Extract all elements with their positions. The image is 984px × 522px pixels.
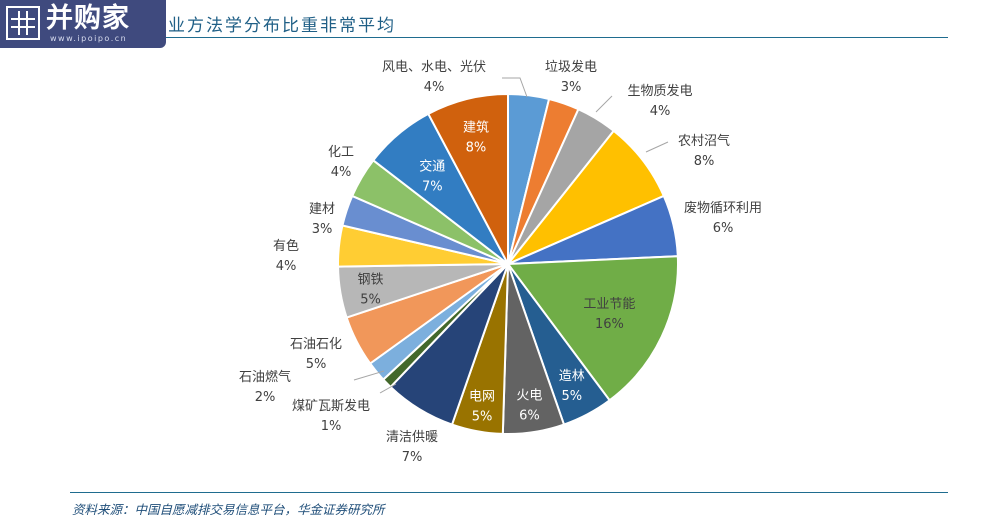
chart-grid-icon: [6, 6, 40, 40]
source-note: 资料来源：中国自愿减排交易信息平台，华金证券研究所: [72, 502, 385, 517]
slice-value-label: 4%: [331, 165, 352, 180]
slice-label: 工业节能: [583, 297, 635, 312]
slice-labels: 风电、水电、光伏 4% 垃圾发电 3% 生物质发电 4% 农村沼气 8% 废物循环利用 6% 工业节…: [239, 59, 762, 465]
leader-line: [595, 95, 613, 113]
slice-label: 煤矿瓦斯发电: [292, 398, 370, 414]
leader-lines: [353, 77, 669, 394]
slice-value-label: 5%: [561, 389, 582, 404]
slice-value-label: 5%: [360, 292, 381, 307]
slice-label: 火电: [516, 388, 542, 403]
slice-value-label: 5%: [472, 409, 493, 424]
source-divider: [70, 492, 948, 493]
title-divider: [166, 37, 948, 38]
brand-name: 并购家: [46, 3, 130, 34]
slice-label: 电网: [469, 389, 495, 404]
slice-value-label: 6%: [713, 221, 734, 236]
slice-value-label: 8%: [694, 154, 715, 169]
slice-label: 有色: [273, 238, 299, 254]
slice-value-label: 16%: [595, 317, 624, 332]
slice-value-label: 2%: [255, 390, 276, 405]
slice-label: 清洁供暖: [386, 430, 438, 445]
brand-url: www.ipoipo.cn: [50, 34, 128, 43]
slice-label: 垃圾发电: [545, 59, 597, 75]
pie-slices: [337, 92, 679, 435]
slice-value-label: 5%: [306, 357, 327, 372]
slice-value-label: 6%: [519, 408, 540, 423]
slice-label: 交通: [419, 158, 445, 174]
slice-label: 造林: [559, 369, 585, 384]
pie-chart: 风电、水电、光伏 4% 垃圾发电 3% 生物质发电 4% 农村沼气 8% 废物循环利用 6% 工业节…: [239, 59, 762, 465]
leader-line: [645, 141, 669, 153]
slice-label: 石油石化: [290, 337, 342, 352]
slice-label: 农村沼气: [678, 133, 730, 149]
slice-label: 建筑: [463, 119, 489, 135]
slice-value-label: 3%: [561, 80, 582, 95]
leader-line: [502, 77, 528, 98]
pie-slice: [506, 255, 679, 402]
brand-logo: 并购家 www.ipoipo.cn: [0, 0, 166, 48]
chart-title: 业方法学分布比重非常平均: [168, 16, 396, 36]
slice-value-label: 4%: [424, 80, 445, 95]
pie-slice: [426, 92, 509, 265]
leader-line: [353, 370, 385, 381]
slice-label: 建材: [309, 202, 335, 217]
slice-value-label: 4%: [650, 104, 671, 119]
slice-label: 石油燃气: [239, 369, 291, 385]
slice-label: 生物质发电: [627, 83, 692, 99]
slice-value-label: 1%: [321, 419, 342, 434]
slice-value-label: 7%: [422, 179, 443, 194]
slice-value-label: 7%: [402, 450, 423, 465]
leader-line: [379, 383, 397, 394]
slice-label: 化工: [328, 145, 354, 160]
slice-label: 废物循环利用: [684, 200, 762, 216]
slice-value-label: 4%: [276, 259, 297, 274]
slice-value-label: 8%: [466, 140, 487, 155]
slice-label: 钢铁: [358, 272, 384, 287]
slice-value-label: 3%: [312, 222, 333, 237]
slice-label: 风电、水电、光伏: [382, 60, 486, 75]
